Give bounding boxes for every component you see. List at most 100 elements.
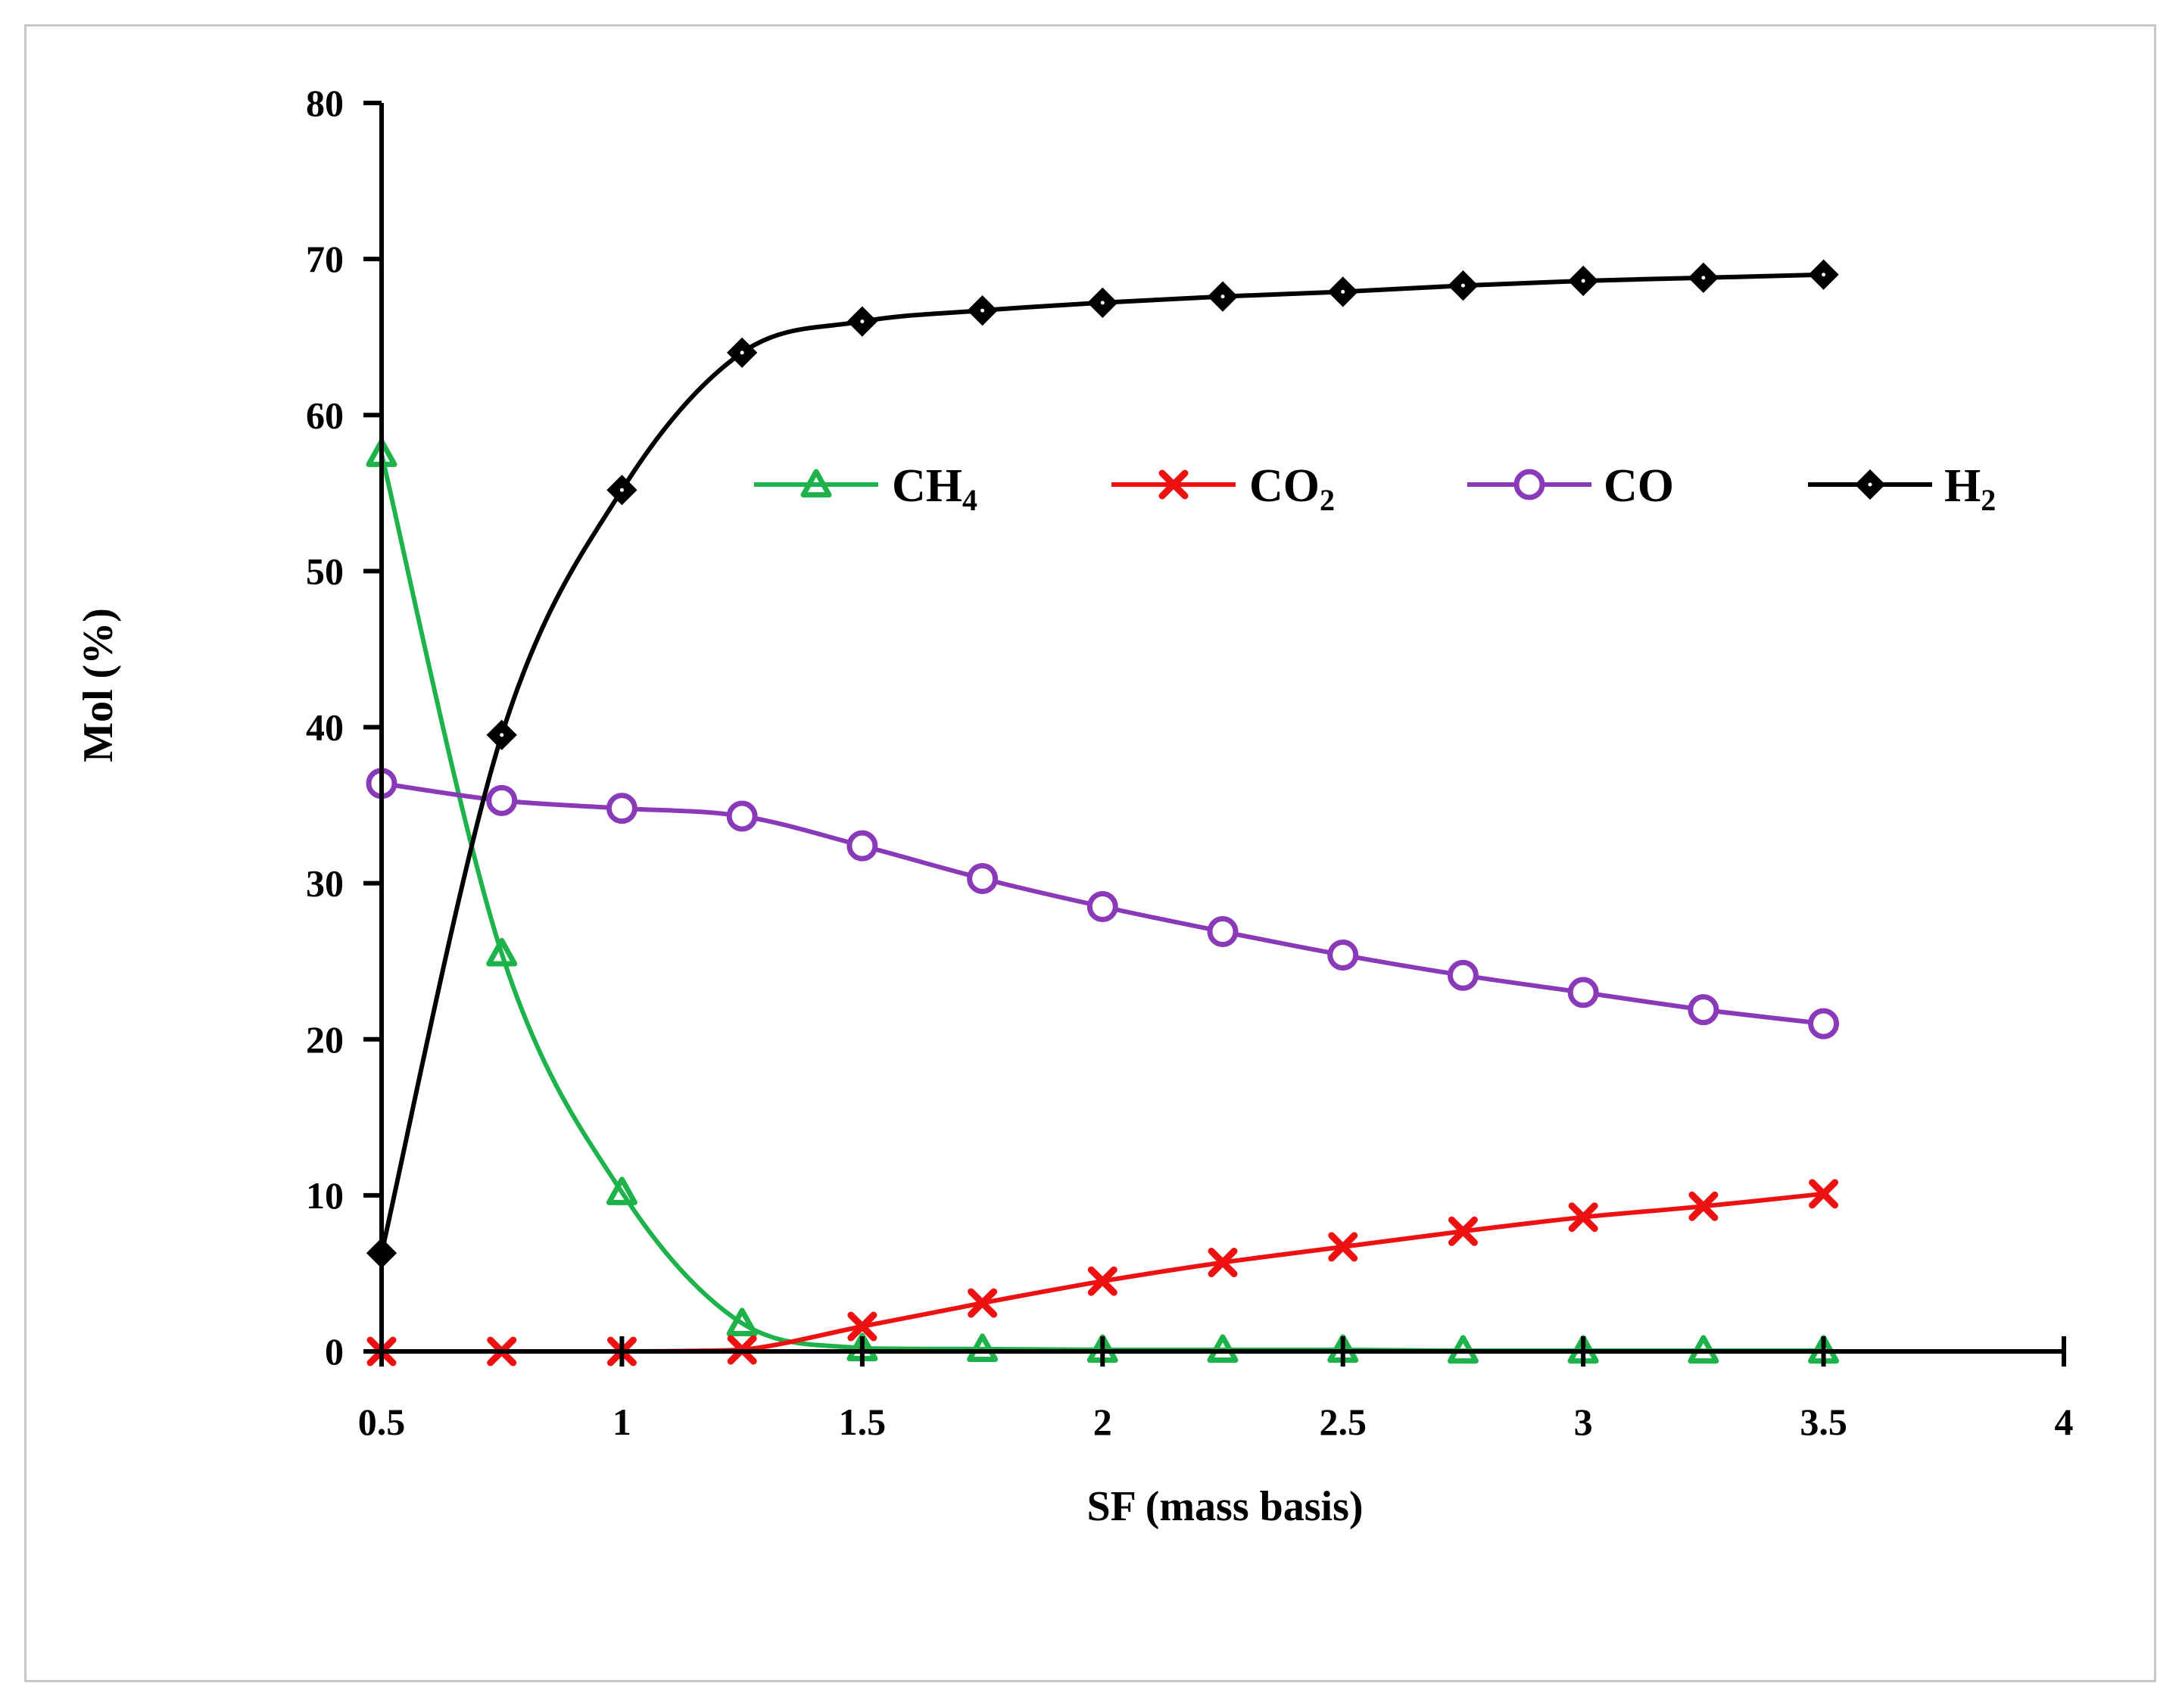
data-point-h2 bbox=[606, 475, 637, 506]
legend-label: CO2 bbox=[1249, 460, 1335, 517]
x-marker-stroke bbox=[1328, 1232, 1358, 1262]
x-marker-stroke bbox=[1448, 1216, 1478, 1246]
legend-item-h2: H2 bbox=[1808, 460, 1996, 517]
legend-label-main: CH bbox=[892, 460, 962, 512]
diamond-marker-dot bbox=[860, 319, 865, 324]
data-point-h2 bbox=[1207, 281, 1239, 312]
data-point-co bbox=[1567, 977, 1599, 1008]
diamond-marker-dot bbox=[1868, 482, 1872, 487]
y-tick-label: 80 bbox=[306, 82, 344, 124]
x-marker-stroke bbox=[1087, 1266, 1117, 1296]
data-point-h2 bbox=[1808, 259, 1839, 290]
data-point-co bbox=[1086, 891, 1118, 923]
data-point-ch4 bbox=[486, 937, 518, 967]
y-tick-label: 10 bbox=[306, 1174, 344, 1217]
legend-label: CH4 bbox=[892, 460, 977, 517]
data-point-co2 bbox=[1688, 1191, 1719, 1221]
x-marker-stroke bbox=[1158, 469, 1189, 500]
diamond-marker-dot bbox=[1701, 276, 1706, 280]
data-point-co2 bbox=[1328, 1232, 1358, 1262]
diamond-marker-dot bbox=[740, 351, 744, 355]
data-point-co2 bbox=[1087, 1266, 1117, 1296]
x-marker-stroke bbox=[1568, 1202, 1598, 1233]
x-tick-label: 4 bbox=[2055, 1401, 2074, 1443]
legend: CH4 CO2 CO H2 bbox=[754, 460, 1996, 517]
legend-marker bbox=[800, 469, 832, 498]
data-point-ch4 bbox=[1207, 1334, 1239, 1364]
data-point-h2 bbox=[1327, 276, 1358, 307]
data-point-co2 bbox=[1809, 1179, 1839, 1209]
x-marker-stroke bbox=[1208, 1248, 1238, 1278]
data-point-co bbox=[1808, 1008, 1840, 1039]
data-point-co2 bbox=[847, 1311, 877, 1342]
legend-label-subscript: 2 bbox=[1320, 483, 1335, 517]
diamond-marker-dot bbox=[1460, 283, 1465, 288]
data-point-co bbox=[486, 784, 518, 816]
legend-label: H2 bbox=[1944, 460, 1996, 517]
legend-item-co: CO bbox=[1467, 460, 1674, 512]
data-point-h2 bbox=[967, 295, 998, 326]
x-tick-label: 2 bbox=[1093, 1401, 1112, 1443]
legend-label-subscript: 2 bbox=[1981, 483, 1996, 517]
diamond-marker-dot bbox=[619, 488, 624, 492]
x-marker-stroke bbox=[1809, 1179, 1839, 1209]
data-point-h2 bbox=[1568, 265, 1599, 297]
y-tick-label: 20 bbox=[306, 1018, 344, 1061]
data-point-h2 bbox=[1448, 270, 1479, 301]
data-point-h2 bbox=[727, 337, 758, 368]
data-point-co bbox=[967, 862, 999, 894]
series-h2 bbox=[366, 259, 1839, 1269]
data-point-ch4 bbox=[726, 1307, 758, 1336]
ticks-layer: 0 10 20 30 40 50 60 70 80 0.5 1 1.5 2 2.5 3 3.5 4 bbox=[306, 82, 2074, 1443]
x-tick-label: 1.5 bbox=[839, 1401, 887, 1443]
data-point-co2 bbox=[1568, 1202, 1598, 1233]
data-point-co2 bbox=[1208, 1248, 1238, 1278]
data-point-co bbox=[1327, 939, 1359, 971]
diamond-marker-dot bbox=[1581, 279, 1585, 283]
x-tick-label: 3 bbox=[1574, 1401, 1593, 1443]
data-point-co2 bbox=[968, 1288, 998, 1318]
legend-item-co2: CO2 bbox=[1111, 460, 1335, 517]
data-point-h2 bbox=[1087, 287, 1118, 318]
legend-label-subscript: 4 bbox=[962, 483, 977, 517]
y-tick-label: 0 bbox=[325, 1330, 344, 1373]
x-tick-label: 2.5 bbox=[1319, 1401, 1367, 1443]
y-tick-label: 70 bbox=[306, 238, 344, 280]
x-tick-label: 3.5 bbox=[1800, 1401, 1847, 1443]
x-axis-title: SF (mass basis) bbox=[1086, 1483, 1363, 1530]
legend-marker bbox=[1158, 469, 1189, 500]
y-axis-title: Mol (%) bbox=[75, 608, 122, 762]
data-point-ch4 bbox=[967, 1333, 999, 1363]
x-marker-stroke bbox=[847, 1311, 877, 1342]
data-point-co bbox=[846, 830, 878, 862]
data-point-h2 bbox=[846, 306, 877, 337]
diamond-marker-dot bbox=[1220, 295, 1225, 299]
data-point-co bbox=[726, 800, 758, 832]
series-line-h2 bbox=[379, 272, 1826, 1256]
x-marker-stroke bbox=[1688, 1191, 1719, 1221]
data-point-h2 bbox=[1688, 262, 1719, 293]
y-tick-label: 50 bbox=[306, 550, 344, 592]
y-tick-label: 40 bbox=[306, 706, 344, 749]
legend-label-main: CO bbox=[1604, 460, 1674, 512]
y-tick-label: 30 bbox=[306, 862, 344, 905]
diamond-marker-dot bbox=[500, 733, 504, 737]
series-co bbox=[366, 768, 1840, 1039]
diamond-marker-dot bbox=[1100, 301, 1105, 305]
x-tick-label: 0.5 bbox=[358, 1401, 406, 1443]
legend-label-main: CO bbox=[1249, 460, 1320, 512]
data-point-co bbox=[1688, 994, 1719, 1026]
data-point-ch4 bbox=[606, 1177, 637, 1205]
y-tick-label: 60 bbox=[306, 394, 344, 436]
legend-marker bbox=[1854, 469, 1886, 500]
legend-label: CO bbox=[1604, 460, 1674, 512]
diamond-marker-dot bbox=[980, 308, 985, 313]
data-point-co bbox=[1207, 916, 1239, 948]
legend-marker bbox=[1513, 469, 1545, 500]
data-point-co bbox=[606, 793, 637, 824]
data-point-co2 bbox=[1448, 1216, 1478, 1246]
diamond-marker-dot bbox=[1822, 273, 1826, 277]
x-tick-label: 1 bbox=[613, 1401, 631, 1443]
legend-item-ch4: CH4 bbox=[754, 460, 977, 517]
